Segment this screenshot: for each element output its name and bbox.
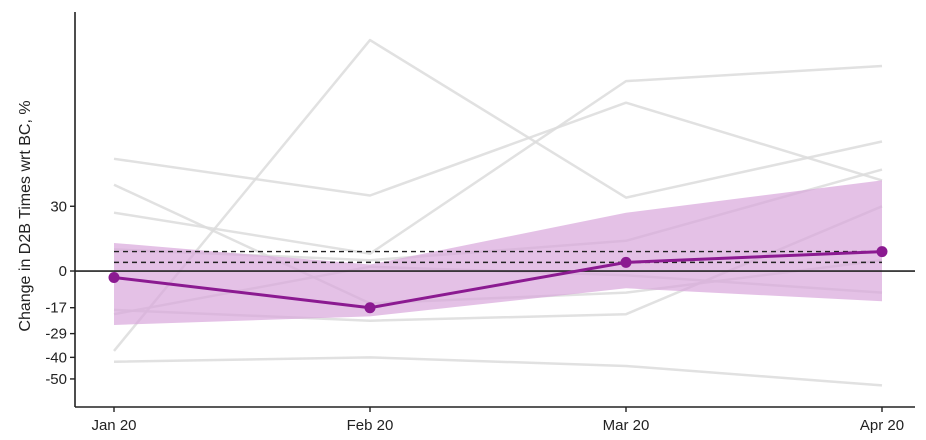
y-tick-label: 0 [59, 263, 67, 280]
main-series-line [113, 250, 883, 310]
x-axis-ticks: Jan 20 Feb 20 Mar 20 Apr 20 [91, 407, 904, 434]
main-series-points [108, 246, 888, 314]
y-axis-title: Change in D2B Times wrt BC, % [17, 100, 34, 331]
main-series-point [108, 271, 120, 283]
y-tick-label: -29 [45, 326, 67, 343]
confidence-band [114, 180, 882, 325]
y-tick-label: -40 [45, 349, 67, 366]
y-tick-label: 30 [50, 198, 67, 215]
x-tick-label: Mar 20 [603, 417, 650, 434]
main-series-point [364, 302, 376, 314]
x-tick-label: Feb 20 [347, 417, 394, 434]
main-series-point [620, 256, 632, 268]
x-tick-label: Jan 20 [91, 417, 136, 434]
background-series-line [113, 38, 883, 352]
background-series-line [113, 356, 883, 387]
background-series-line [113, 101, 883, 197]
x-tick-label: Apr 20 [860, 417, 904, 434]
background-series-line [113, 64, 883, 255]
y-tick-label: -50 [45, 371, 67, 388]
reference-lines-group [114, 250, 882, 264]
y-axis-ticks: 30 0 -17 -29 -40 -50 [45, 198, 75, 388]
main-series-point [876, 246, 888, 258]
y-tick-label: -17 [45, 300, 67, 317]
